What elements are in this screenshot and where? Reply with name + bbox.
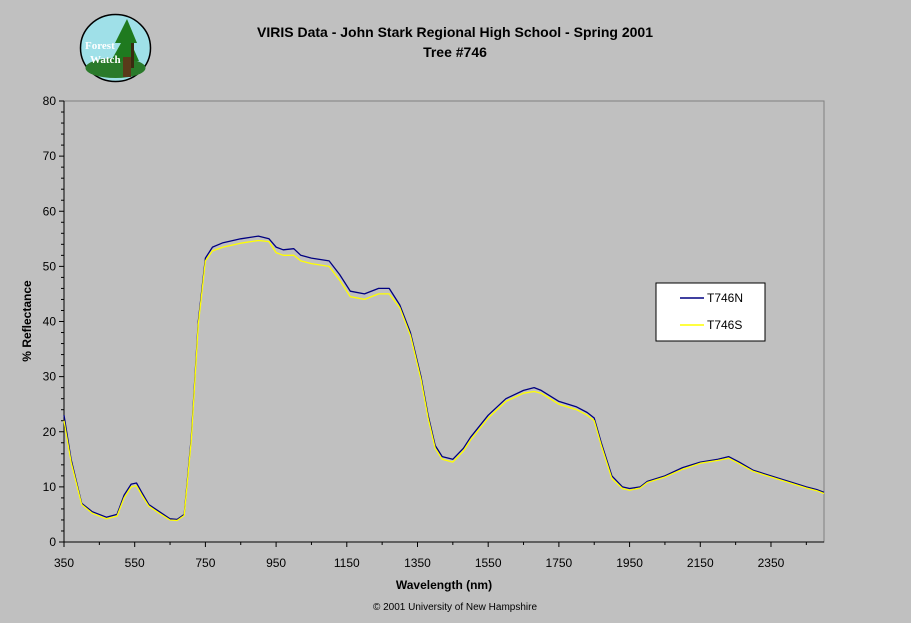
x-tick-label: 2350 bbox=[758, 556, 785, 570]
legend-box bbox=[655, 282, 766, 342]
y-axis-title: % Reflectance bbox=[20, 280, 34, 362]
copyright-footer: © 2001 University of New Hampshire bbox=[373, 602, 538, 613]
x-tick-label: 750 bbox=[195, 556, 215, 570]
x-tick-label: 350 bbox=[54, 556, 74, 570]
y-tick-label: 10 bbox=[43, 480, 57, 494]
legend-label-t746n: T746N bbox=[707, 291, 743, 305]
x-tick-label: 1350 bbox=[404, 556, 431, 570]
x-tick-label: 950 bbox=[266, 556, 286, 570]
x-tick-label: 1150 bbox=[334, 556, 360, 570]
series-group bbox=[63, 235, 825, 522]
logo-line1: Forest bbox=[85, 40, 115, 52]
y-tick-label: 60 bbox=[43, 204, 57, 218]
series-line-t746n bbox=[63, 235, 825, 521]
axes: 0 10 20 30 40 50 60 70 80 350 550 750 950 1150 1350 155… bbox=[43, 94, 824, 570]
y-tick-label: 20 bbox=[43, 425, 57, 439]
y-tick-label: 30 bbox=[43, 370, 57, 384]
forest-watch-logo: Forest Watch bbox=[79, 13, 152, 83]
x-tick-label: 550 bbox=[125, 556, 145, 570]
x-axis-title: Wavelength (nm) bbox=[396, 578, 492, 592]
chart-subtitle: Tree #746 bbox=[423, 44, 487, 60]
series-line-t746s bbox=[63, 239, 825, 522]
y-tick-label: 80 bbox=[43, 94, 57, 108]
y-tick-label: 40 bbox=[43, 315, 57, 329]
chart-title: VIRIS Data - John Stark Regional High Sc… bbox=[257, 24, 653, 40]
legend: T746N T746S bbox=[655, 282, 766, 342]
y-tick-label: 50 bbox=[43, 259, 57, 273]
y-tick-label: 70 bbox=[43, 149, 57, 163]
x-tick-label: 1550 bbox=[475, 556, 502, 570]
x-tick-label: 2150 bbox=[687, 556, 714, 570]
x-tick-label: 1950 bbox=[616, 556, 643, 570]
x-tick-label: 1750 bbox=[546, 556, 573, 570]
y-tick-label: 0 bbox=[49, 535, 56, 549]
logo-line2: Watch bbox=[90, 54, 121, 66]
legend-label-t746s: T746S bbox=[707, 318, 742, 332]
